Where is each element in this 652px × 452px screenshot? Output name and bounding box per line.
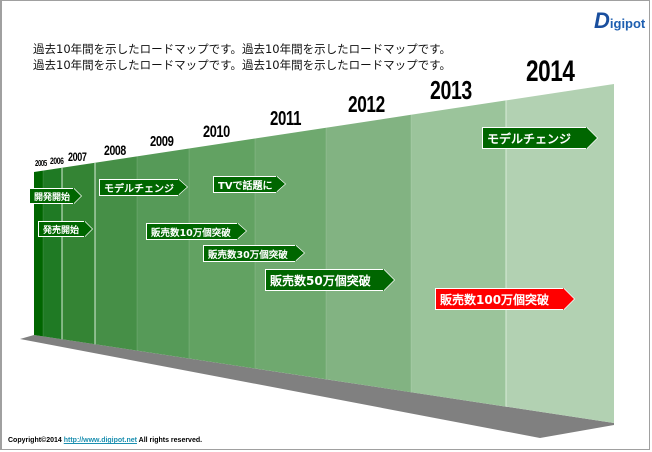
year-column-2005 bbox=[34, 170, 43, 337]
event-label: 販売数30万個突破 bbox=[208, 249, 288, 261]
event-label: 発売開始 bbox=[43, 225, 80, 236]
event-tag: 発売開始 bbox=[38, 221, 92, 237]
event-tag: 販売数10万個突破 bbox=[146, 223, 246, 240]
arrow-point-icon bbox=[73, 188, 81, 204]
year-column-2014 bbox=[506, 84, 614, 423]
event-label: TVで話題に bbox=[218, 181, 273, 192]
year-column-2012 bbox=[326, 114, 411, 393]
event-label: 販売数10万個突破 bbox=[151, 227, 231, 239]
arrow-point-icon bbox=[383, 269, 394, 291]
year-label-2005: 2005 bbox=[35, 159, 47, 168]
arrow-point-icon bbox=[563, 288, 574, 310]
arrow-point-icon bbox=[84, 221, 92, 237]
event-tag: TVで話題に bbox=[213, 176, 285, 193]
year-label-2010: 2010 bbox=[203, 122, 230, 141]
year-column-2008 bbox=[95, 156, 137, 351]
year-label-2014: 2014 bbox=[526, 55, 575, 88]
copyright-text: Copyright©2014 bbox=[8, 437, 64, 444]
intro-line: 過去10年間を示したロードマップです。過去10年間を示したロードマップです。 bbox=[33, 42, 451, 56]
event-label: 販売数50万個突破 bbox=[270, 273, 371, 288]
event-tag: モデルチェンジ bbox=[99, 179, 187, 196]
event-tag: 開発開始 bbox=[29, 188, 81, 204]
year-column-2013 bbox=[411, 100, 506, 407]
year-label-2008: 2008 bbox=[104, 142, 126, 158]
arrow-point-icon bbox=[178, 179, 187, 195]
year-label-2007: 2007 bbox=[68, 150, 87, 164]
digipot-logo: Digipot bbox=[594, 8, 646, 33]
event-tag: モデルチェンジ bbox=[482, 127, 597, 149]
event-tag: 販売数50万個突破 bbox=[265, 269, 394, 291]
event-tag: 販売数100万個突破 bbox=[435, 288, 574, 310]
year-label-2009: 2009 bbox=[150, 133, 174, 150]
year-label-2013: 2013 bbox=[430, 75, 472, 105]
year-label-2011: 2011 bbox=[270, 108, 302, 130]
event-label: モデルチェンジ bbox=[487, 131, 572, 146]
intro-line: 過去10年間を示したロードマップです。過去10年間を示したロードマップです。 bbox=[33, 58, 451, 72]
year-column-2009 bbox=[137, 148, 189, 359]
website-link[interactable]: http://www.digipot.net bbox=[63, 437, 137, 444]
event-tag: 販売数30万個突破 bbox=[203, 245, 304, 262]
arrow-point-icon bbox=[586, 127, 597, 149]
event-label: 販売数100万個突破 bbox=[440, 292, 550, 307]
copyright-footer: Copyright©2014 http://www.digipot.net Al… bbox=[8, 437, 202, 444]
arrow-point-icon bbox=[276, 176, 285, 192]
floor-shadow bbox=[20, 335, 614, 438]
year-label-2012: 2012 bbox=[348, 91, 385, 117]
year-label-2006: 2006 bbox=[50, 156, 64, 166]
arrow-point-icon bbox=[237, 223, 246, 239]
arrow-point-icon bbox=[295, 245, 304, 261]
event-label: 開発開始 bbox=[34, 192, 71, 203]
event-label: モデルチェンジ bbox=[104, 184, 174, 195]
year-column-2007 bbox=[62, 162, 95, 345]
rights-text: All rights reserved. bbox=[136, 437, 203, 444]
year-column-2006 bbox=[43, 167, 62, 340]
intro-text: 過去10年間を示したロードマップです。過去10年間を示したロードマップです。 過… bbox=[33, 41, 451, 73]
